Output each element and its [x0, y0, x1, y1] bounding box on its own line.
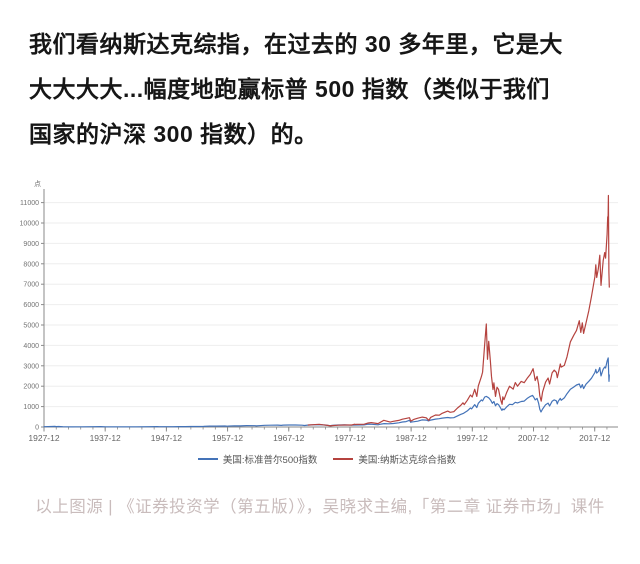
sp500-line-swatch: [197, 458, 218, 460]
svg-text:2007-12: 2007-12: [518, 433, 549, 443]
legend-item-nasdaq: 美国:纳斯达克综合指数: [333, 452, 456, 466]
svg-text:2000: 2000: [23, 384, 39, 391]
svg-text:1987-12: 1987-12: [396, 433, 427, 443]
svg-text:1947-12: 1947-12: [151, 433, 182, 443]
paragraph-line-2: 大大大大...幅度地跑赢标普 500 指数（类似于我们: [29, 76, 550, 102]
svg-text:1997-12: 1997-12: [457, 433, 488, 443]
paragraph-line-3: 国家的沪深 300 指数）的。: [29, 121, 318, 147]
chart-legend: 美国:标准普尔500指数 美国:纳斯达克综合指数: [14, 451, 640, 467]
index-comparison-chart: 点 0 1000 2000 3000 4000 5000 6000 7000 8000 9000 10…: [14, 177, 640, 467]
svg-text:8000: 8000: [23, 261, 39, 268]
svg-text:3000: 3000: [23, 363, 39, 370]
svg-text:0: 0: [35, 425, 39, 432]
svg-text:2017-12: 2017-12: [579, 433, 610, 443]
svg-text:10000: 10000: [20, 221, 40, 228]
legend-item-sp500: 美国:标准普尔500指数: [197, 452, 318, 466]
svg-text:5000: 5000: [23, 323, 39, 330]
svg-text:1927-12: 1927-12: [28, 433, 59, 443]
svg-text:4000: 4000: [23, 343, 39, 350]
article-paragraph: 我们看纳斯达克综指，在过去的 30 多年里，它是大 大大大大...幅度地跑赢标普…: [29, 22, 611, 157]
svg-text:1967-12: 1967-12: [273, 433, 304, 443]
svg-text:1937-12: 1937-12: [90, 433, 121, 443]
svg-text:点: 点: [34, 180, 41, 188]
sp500-legend-label: 美国:标准普尔500指数: [222, 455, 318, 466]
svg-text:11000: 11000: [20, 200, 39, 207]
svg-text:7000: 7000: [23, 282, 39, 289]
svg-text:1000: 1000: [23, 404, 39, 411]
nasdaq-line-swatch: [333, 458, 354, 460]
svg-text:1977-12: 1977-12: [334, 433, 365, 443]
image-source-caption: 以上图源 | 《证券投资学（第五版）》，吴晓求主编,「第二章 证券市场」课件: [35, 498, 605, 516]
chart-svg: 点 0 1000 2000 3000 4000 5000 6000 7000 8000 9000 10…: [20, 180, 618, 443]
svg-text:6000: 6000: [23, 302, 39, 309]
svg-text:1957-12: 1957-12: [212, 433, 243, 443]
nasdaq-legend-label: 美国:纳斯达克综合指数: [358, 455, 457, 466]
svg-text:9000: 9000: [23, 241, 39, 248]
paragraph-line-1: 我们看纳斯达克综指，在过去的 30 多年里，它是大: [29, 31, 563, 57]
